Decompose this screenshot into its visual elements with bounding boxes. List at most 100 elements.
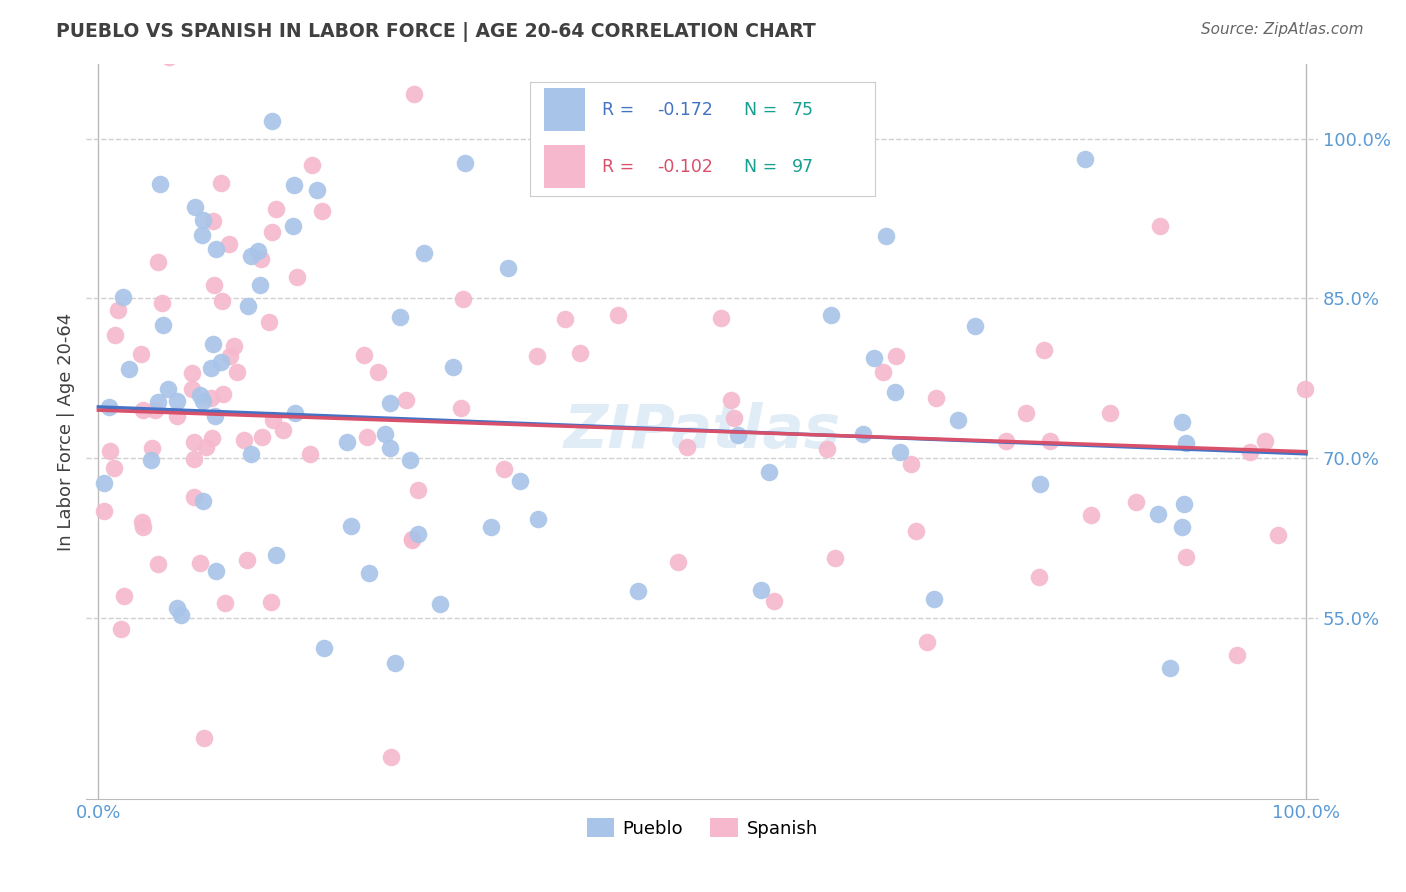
Point xyxy=(201,337,224,351)
Point xyxy=(1171,520,1194,534)
Point xyxy=(209,355,232,369)
Point xyxy=(260,114,283,128)
Point xyxy=(1254,434,1277,448)
Point xyxy=(1028,569,1050,583)
Point xyxy=(250,430,273,444)
Point xyxy=(103,460,125,475)
Point xyxy=(762,594,785,608)
Point xyxy=(453,292,475,306)
Point xyxy=(143,402,166,417)
Point xyxy=(479,520,502,534)
Point xyxy=(749,582,772,597)
Point xyxy=(526,349,548,363)
Point xyxy=(200,391,222,405)
Point xyxy=(395,392,418,407)
Point xyxy=(900,457,922,471)
Point xyxy=(204,564,226,578)
Point xyxy=(889,444,911,458)
Point xyxy=(201,431,224,445)
Point xyxy=(924,392,946,406)
Point xyxy=(166,409,188,423)
Point xyxy=(554,311,576,326)
Point xyxy=(104,328,127,343)
Point xyxy=(1174,436,1197,450)
Point xyxy=(236,299,259,313)
Point xyxy=(915,634,938,648)
Point xyxy=(202,278,225,293)
Point xyxy=(380,750,402,764)
Point xyxy=(266,548,288,562)
Point xyxy=(271,424,294,438)
Point xyxy=(93,504,115,518)
Point xyxy=(180,382,202,396)
Point xyxy=(948,412,970,426)
Point xyxy=(299,447,322,461)
Point xyxy=(820,308,842,322)
Point xyxy=(884,385,907,400)
Point xyxy=(965,318,987,333)
Point xyxy=(1239,445,1261,459)
Point xyxy=(183,452,205,467)
Point xyxy=(367,365,389,379)
Point xyxy=(380,396,402,410)
Point xyxy=(209,176,232,190)
Point xyxy=(384,656,406,670)
Point xyxy=(995,434,1018,449)
Point xyxy=(222,339,245,353)
Point xyxy=(183,490,205,504)
Point xyxy=(492,462,515,476)
Point xyxy=(190,227,212,242)
Text: ZIPatlas: ZIPatlas xyxy=(564,402,841,461)
Point xyxy=(727,427,749,442)
Point xyxy=(509,474,531,488)
Point xyxy=(249,278,271,293)
Point xyxy=(184,200,207,214)
Point xyxy=(723,411,745,425)
Point xyxy=(312,641,335,656)
Point xyxy=(112,589,135,603)
Point xyxy=(399,453,422,467)
Point xyxy=(211,294,233,309)
Point xyxy=(1171,415,1194,429)
Point xyxy=(226,365,249,379)
Point xyxy=(260,226,283,240)
Point xyxy=(1226,648,1249,663)
Point xyxy=(141,441,163,455)
Point xyxy=(852,427,875,442)
Point xyxy=(453,156,475,170)
Point xyxy=(149,177,172,191)
Point xyxy=(1173,498,1195,512)
Point xyxy=(132,520,155,534)
Point xyxy=(131,516,153,530)
Point xyxy=(260,595,283,609)
Point xyxy=(1125,495,1147,509)
Point xyxy=(132,402,155,417)
Point xyxy=(157,50,180,64)
Point xyxy=(359,566,381,581)
Point xyxy=(676,440,699,454)
Point xyxy=(496,261,519,276)
Legend: Pueblo, Spanish: Pueblo, Spanish xyxy=(579,811,825,845)
Text: Source: ZipAtlas.com: Source: ZipAtlas.com xyxy=(1201,22,1364,37)
Text: PUEBLO VS SPANISH IN LABOR FORCE | AGE 20-64 CORRELATION CHART: PUEBLO VS SPANISH IN LABOR FORCE | AGE 2… xyxy=(56,22,815,42)
Point xyxy=(236,553,259,567)
Point xyxy=(1174,550,1197,565)
Point xyxy=(188,557,211,571)
Point xyxy=(1294,382,1316,396)
Point xyxy=(214,596,236,610)
Point xyxy=(666,555,689,569)
Point xyxy=(166,600,188,615)
Point xyxy=(374,427,396,442)
Point xyxy=(211,386,233,401)
Point xyxy=(202,214,225,228)
Point xyxy=(148,255,170,269)
Point xyxy=(339,519,361,533)
Point xyxy=(305,183,328,197)
Point xyxy=(862,351,884,366)
Point xyxy=(1074,152,1097,166)
Point xyxy=(922,591,945,606)
Point xyxy=(284,406,307,420)
Point xyxy=(200,360,222,375)
Point xyxy=(1029,476,1052,491)
Point xyxy=(450,401,472,415)
